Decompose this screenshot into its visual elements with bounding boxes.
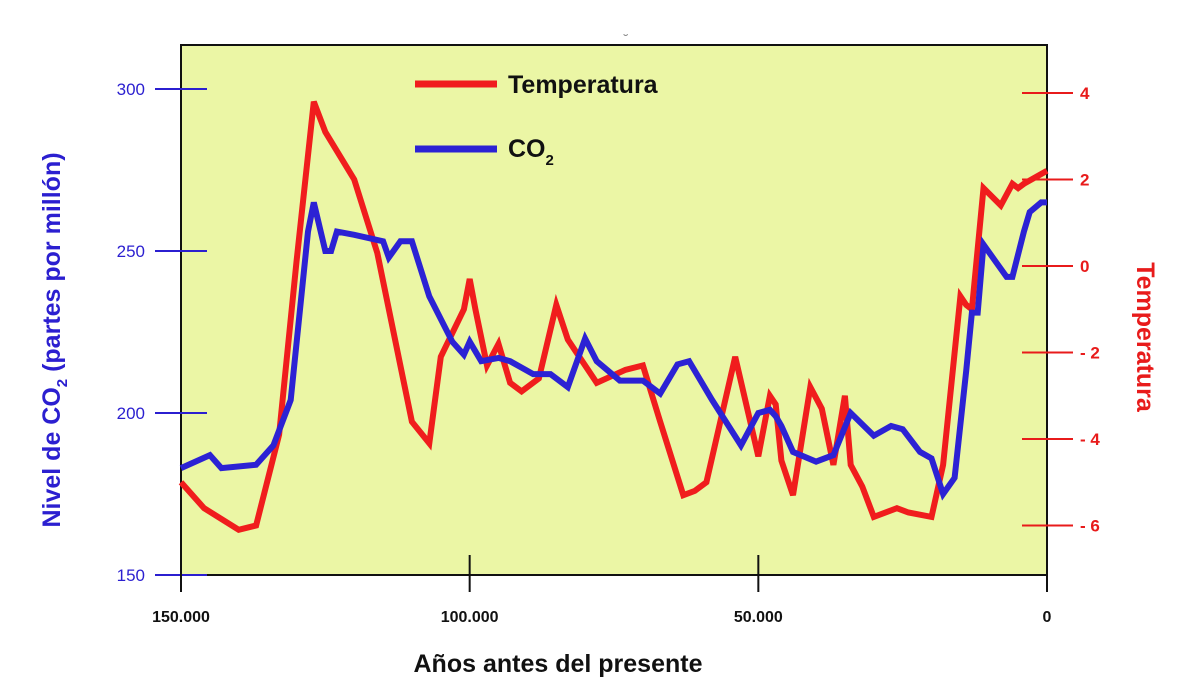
legend-label-co2-main: CO (508, 135, 546, 163)
y-left-tick-label: 300 (117, 80, 145, 99)
x-axis-title: Años antes del presente (414, 650, 703, 678)
x-tick-label: 150.000 (152, 609, 210, 626)
series-line-temperatura (178, 100, 1049, 534)
y-left-tick-label: 150 (117, 566, 145, 585)
y-left-title-sub: 2 (54, 379, 71, 387)
right-axis: 4 2 0 - 2 - 4 - 6 (1022, 84, 1100, 536)
y-left-title-pre: Nivel de CO (38, 387, 66, 527)
y-left-title-post: (partes por millón) (38, 152, 66, 378)
y-right-tick-label: 0 (1080, 257, 1089, 276)
x-tick-label: 50.000 (734, 609, 783, 626)
y-right-tick-label: 4 (1080, 84, 1090, 103)
y-left-axis-title: Nivel de CO2 (partes por millón) (38, 152, 71, 527)
series-layer (178, 100, 1049, 534)
x-tick-label: 100.000 (441, 609, 499, 626)
y-right-axis-title: Temperatura (1131, 262, 1159, 413)
legend-label-co2-sub: 2 (546, 152, 554, 169)
y-right-tick-label: - 6 (1080, 517, 1100, 536)
x-tick-label: 0 (1043, 609, 1052, 626)
x-axis: 150.000 100.000 50.000 0 (152, 555, 1052, 626)
y-left-tick-label: 250 (117, 242, 145, 261)
y-right-tick-label: 2 (1080, 171, 1089, 190)
y-right-tick-label: - 4 (1080, 430, 1100, 449)
y-right-tick-label: - 2 (1080, 344, 1100, 363)
y-left-tick-label: 200 (117, 404, 145, 423)
legend-label-temperatura: Temperatura (508, 71, 659, 99)
top-mark: ˘ (623, 31, 629, 47)
legend: Temperatura CO2 (415, 71, 659, 169)
legend-label-co2: CO2 (508, 135, 554, 169)
series-line-co2 (179, 199, 1047, 501)
